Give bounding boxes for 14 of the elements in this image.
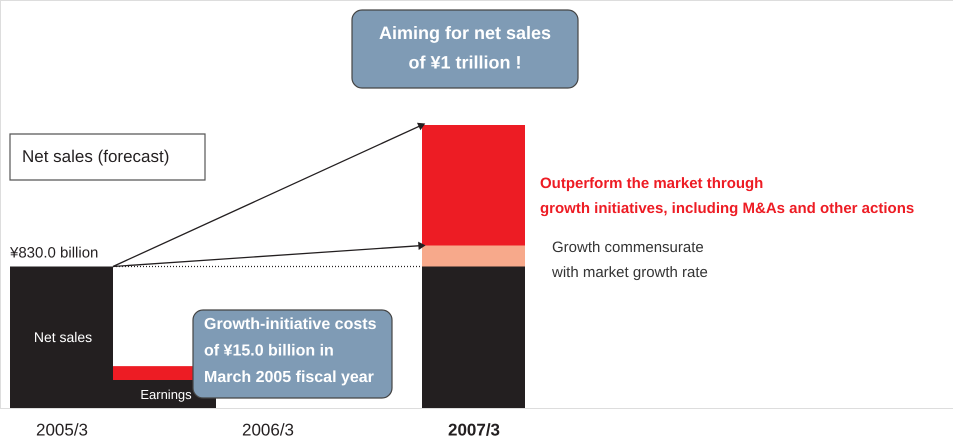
annotation: Net sales <box>34 329 92 345</box>
x-tick-label: 2007/3 <box>448 420 500 440</box>
annotation: Earnings <box>140 387 192 402</box>
bar <box>422 266 525 408</box>
bar <box>422 246 525 266</box>
text: Aiming for net sales of ¥1 trillion ! <box>378 23 552 73</box>
annotation: Net sales (forecast) <box>22 147 170 166</box>
annotation: ¥830.0 billion <box>9 244 98 262</box>
bar <box>422 125 525 246</box>
annotation: Growth-initiative costs of ¥15.0 billion in March 2005 fiscal year <box>204 316 377 386</box>
x-tick-label: 2005/3 <box>36 420 88 440</box>
x-tick-label: 2006/3 <box>242 420 294 440</box>
text: Growth commensurate with market growth rate <box>551 239 708 281</box>
text: Outperform the market through growth initiatives, including M&As and other actions <box>540 175 914 217</box>
